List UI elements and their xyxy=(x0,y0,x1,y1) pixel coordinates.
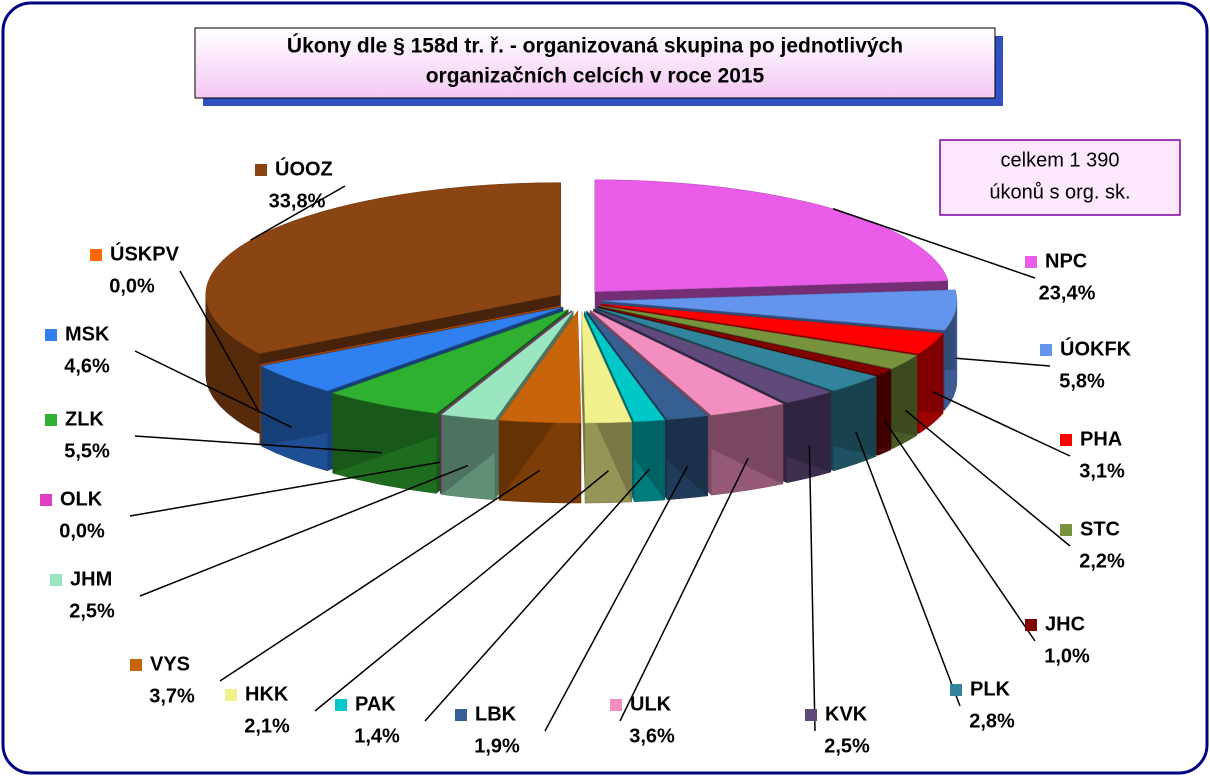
legend-swatch xyxy=(1060,434,1072,446)
legend-swatch xyxy=(1025,256,1037,268)
legend-swatch xyxy=(225,689,237,701)
value-label: 1,0% xyxy=(1044,645,1090,667)
value-label: 33,8% xyxy=(269,190,326,212)
category-label: ÚOKFK xyxy=(1060,336,1132,360)
slice-edge xyxy=(581,311,586,504)
category-label: PLK xyxy=(970,678,1011,700)
chart-title: organizačních celcích v roce 2015 xyxy=(426,65,765,88)
leader-line xyxy=(129,461,441,517)
value-label: 1,4% xyxy=(354,725,400,747)
category-label: MSK xyxy=(65,323,110,345)
category-label: LBK xyxy=(475,703,517,725)
value-label: 2,5% xyxy=(824,735,870,757)
category-label: NPC xyxy=(1045,250,1087,272)
category-label: HKK xyxy=(245,683,289,705)
value-label: 4,6% xyxy=(64,355,110,377)
value-label: 0,0% xyxy=(59,520,105,542)
value-label: 5,5% xyxy=(64,440,110,462)
leader-line xyxy=(855,431,961,707)
legend-swatch xyxy=(1025,619,1037,631)
legend-swatch xyxy=(45,329,57,341)
leader-line xyxy=(134,350,292,428)
pie xyxy=(205,179,958,504)
category-label: ULK xyxy=(630,693,672,715)
legend-swatch xyxy=(1060,524,1072,536)
leader-line xyxy=(932,391,1071,457)
slice xyxy=(600,303,944,354)
value-label: 1,9% xyxy=(474,735,520,757)
value-label: 23,4% xyxy=(1039,282,1096,304)
slice xyxy=(586,310,709,420)
category-label: OLK xyxy=(60,488,103,510)
legend-swatch xyxy=(455,709,467,721)
legend-swatch xyxy=(45,414,57,426)
labels: NPC 23,4% ÚOKFK 5,8% PHA 3,1% STC 2,2% JHC 1,0% PL… xyxy=(40,156,1132,757)
leader-line xyxy=(883,420,1036,642)
value-label: 2,8% xyxy=(969,710,1015,732)
leader-line xyxy=(619,457,749,722)
slice xyxy=(593,308,832,404)
value-label: 3,6% xyxy=(629,725,675,747)
value-label: 0,0% xyxy=(109,275,155,297)
legend-swatch xyxy=(805,709,817,721)
slice xyxy=(498,310,582,504)
value-label: 2,2% xyxy=(1079,550,1125,572)
slice xyxy=(589,309,784,416)
category-label: ÚOOZ xyxy=(275,156,333,180)
value-label: 2,1% xyxy=(244,715,290,737)
category-label: VYS xyxy=(150,653,190,675)
leader-line xyxy=(134,435,382,454)
leader-line xyxy=(544,465,689,732)
leader-line xyxy=(250,185,346,241)
category-label: KVK xyxy=(825,703,868,725)
category-label: ZLK xyxy=(65,408,104,430)
category-label: PHA xyxy=(1080,428,1122,450)
slice xyxy=(331,309,569,414)
category-label: JHM xyxy=(70,568,112,590)
slice xyxy=(583,310,666,423)
chart-title: Úkony dle § 158d tr. ř. - organizovaná s… xyxy=(287,34,903,58)
category-label: STC xyxy=(1080,518,1120,540)
slice xyxy=(259,305,562,366)
leader-line xyxy=(219,469,541,682)
legend-swatch xyxy=(335,699,347,711)
leader-line xyxy=(314,470,609,712)
leader-line xyxy=(139,464,469,597)
leader-line xyxy=(832,208,1036,279)
legend-swatch xyxy=(90,249,102,261)
legend-swatch xyxy=(130,659,142,671)
slice xyxy=(260,306,564,392)
legend-swatch xyxy=(950,684,962,696)
value-label: 5,8% xyxy=(1059,370,1105,392)
legend-swatch xyxy=(40,494,52,506)
legend-swatch xyxy=(610,699,622,711)
category-label: JHC xyxy=(1045,613,1085,635)
title-box xyxy=(194,27,996,99)
annotation: úkonů s org. sk. xyxy=(989,181,1130,203)
annotation-box xyxy=(939,139,1181,216)
slice xyxy=(440,310,574,421)
slice xyxy=(596,307,877,392)
annotation: celkem 1 390 xyxy=(1001,149,1120,171)
leader-line xyxy=(424,468,651,722)
value-label: 3,7% xyxy=(149,685,195,707)
slice xyxy=(498,310,582,424)
slice xyxy=(597,306,892,376)
category-label: PAK xyxy=(355,693,396,715)
leader-line xyxy=(904,409,1071,547)
slice xyxy=(581,310,633,504)
value-label: 2,5% xyxy=(69,600,115,622)
slice xyxy=(601,289,958,331)
leader-line xyxy=(955,357,1051,367)
slice xyxy=(598,305,918,370)
leader-line xyxy=(179,270,261,414)
category-label: ÚSKPV xyxy=(110,241,180,265)
legend-swatch xyxy=(1040,344,1052,356)
value-label: 3,1% xyxy=(1079,460,1125,482)
legend-swatch xyxy=(255,164,267,176)
legend-swatch xyxy=(50,574,62,586)
leader-line xyxy=(808,445,816,732)
slice xyxy=(581,310,633,424)
